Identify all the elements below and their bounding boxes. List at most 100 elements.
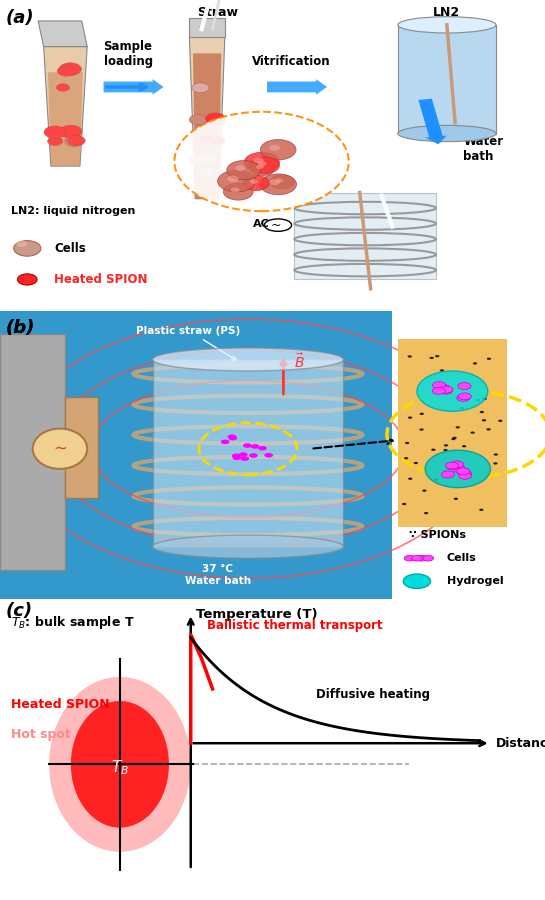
Circle shape <box>192 83 209 93</box>
Text: Hot spot: Hot spot <box>11 728 71 741</box>
Circle shape <box>424 512 428 514</box>
Circle shape <box>59 63 82 76</box>
Text: $T_B$: bulk sample T: $T_B$: bulk sample T <box>11 614 135 631</box>
Text: Cells: Cells <box>54 242 86 255</box>
Polygon shape <box>48 72 83 166</box>
Circle shape <box>221 439 229 445</box>
Circle shape <box>404 555 415 561</box>
Circle shape <box>446 386 450 389</box>
Circle shape <box>258 161 267 166</box>
Circle shape <box>444 445 448 446</box>
Circle shape <box>14 240 41 256</box>
Text: Heated SPION: Heated SPION <box>54 273 148 286</box>
FancyArrow shape <box>419 99 447 144</box>
Circle shape <box>57 84 70 91</box>
Circle shape <box>65 136 83 147</box>
Circle shape <box>253 158 264 163</box>
Text: $T_B$: $T_B$ <box>111 758 129 777</box>
Circle shape <box>411 555 422 561</box>
Circle shape <box>47 137 63 146</box>
Ellipse shape <box>153 348 343 371</box>
Circle shape <box>458 472 471 480</box>
Circle shape <box>470 431 475 434</box>
Ellipse shape <box>71 701 169 828</box>
Circle shape <box>227 160 261 180</box>
Circle shape <box>199 155 216 164</box>
Circle shape <box>228 436 237 440</box>
Circle shape <box>260 174 296 194</box>
Text: ~: ~ <box>53 440 67 458</box>
Circle shape <box>174 112 349 212</box>
Circle shape <box>205 112 226 124</box>
Circle shape <box>453 465 466 472</box>
Ellipse shape <box>425 450 490 488</box>
Ellipse shape <box>398 125 496 141</box>
Circle shape <box>437 384 450 392</box>
Text: Ballistic thermal transport: Ballistic thermal transport <box>207 619 383 632</box>
Circle shape <box>460 398 464 400</box>
Circle shape <box>235 166 245 171</box>
Circle shape <box>435 355 439 357</box>
Polygon shape <box>44 47 87 166</box>
Circle shape <box>452 436 457 439</box>
Circle shape <box>439 387 452 394</box>
Circle shape <box>473 363 477 365</box>
Text: Water
bath: Water bath <box>463 135 504 163</box>
FancyArrow shape <box>267 79 327 94</box>
Bar <box>294 193 436 279</box>
Text: Heated SPION: Heated SPION <box>11 698 110 710</box>
Circle shape <box>441 471 455 478</box>
Circle shape <box>422 490 427 491</box>
Polygon shape <box>193 53 221 199</box>
Text: (b): (b) <box>5 320 35 338</box>
Ellipse shape <box>153 536 343 558</box>
Circle shape <box>482 419 486 421</box>
Circle shape <box>433 382 446 389</box>
Circle shape <box>250 179 257 184</box>
Circle shape <box>211 137 225 145</box>
Text: ∵ SPIONs: ∵ SPIONs <box>409 530 466 540</box>
Text: AC: AC <box>253 219 270 229</box>
Bar <box>65 397 98 498</box>
Circle shape <box>416 555 427 561</box>
Circle shape <box>432 387 445 394</box>
Circle shape <box>197 166 214 176</box>
Circle shape <box>189 114 207 125</box>
Circle shape <box>444 471 448 473</box>
Circle shape <box>440 386 453 393</box>
Circle shape <box>439 391 443 393</box>
Text: ~: ~ <box>271 219 282 231</box>
Circle shape <box>458 471 471 477</box>
Circle shape <box>17 274 37 285</box>
Text: (c): (c) <box>5 601 33 619</box>
Circle shape <box>404 457 408 459</box>
Ellipse shape <box>398 17 496 33</box>
Circle shape <box>189 155 206 165</box>
Circle shape <box>446 463 459 470</box>
Circle shape <box>408 478 413 480</box>
Circle shape <box>269 179 280 185</box>
Circle shape <box>479 508 483 511</box>
Circle shape <box>443 449 447 451</box>
Circle shape <box>420 413 424 415</box>
Circle shape <box>462 446 467 447</box>
Text: Sample
loading: Sample loading <box>104 40 153 68</box>
Bar <box>398 339 507 526</box>
Circle shape <box>451 438 456 440</box>
Circle shape <box>405 442 409 444</box>
Circle shape <box>243 443 252 448</box>
Circle shape <box>244 152 279 172</box>
Circle shape <box>456 427 460 428</box>
Ellipse shape <box>417 371 488 411</box>
FancyArrow shape <box>104 79 164 94</box>
Circle shape <box>264 453 273 457</box>
Circle shape <box>276 178 283 183</box>
Circle shape <box>201 135 213 142</box>
Text: Straw: Straw <box>197 6 239 19</box>
Circle shape <box>486 428 490 430</box>
Circle shape <box>270 175 294 189</box>
Circle shape <box>403 574 431 589</box>
Text: Plastic straw (PS): Plastic straw (PS) <box>136 326 240 360</box>
Circle shape <box>251 444 259 449</box>
Bar <box>398 25 496 133</box>
